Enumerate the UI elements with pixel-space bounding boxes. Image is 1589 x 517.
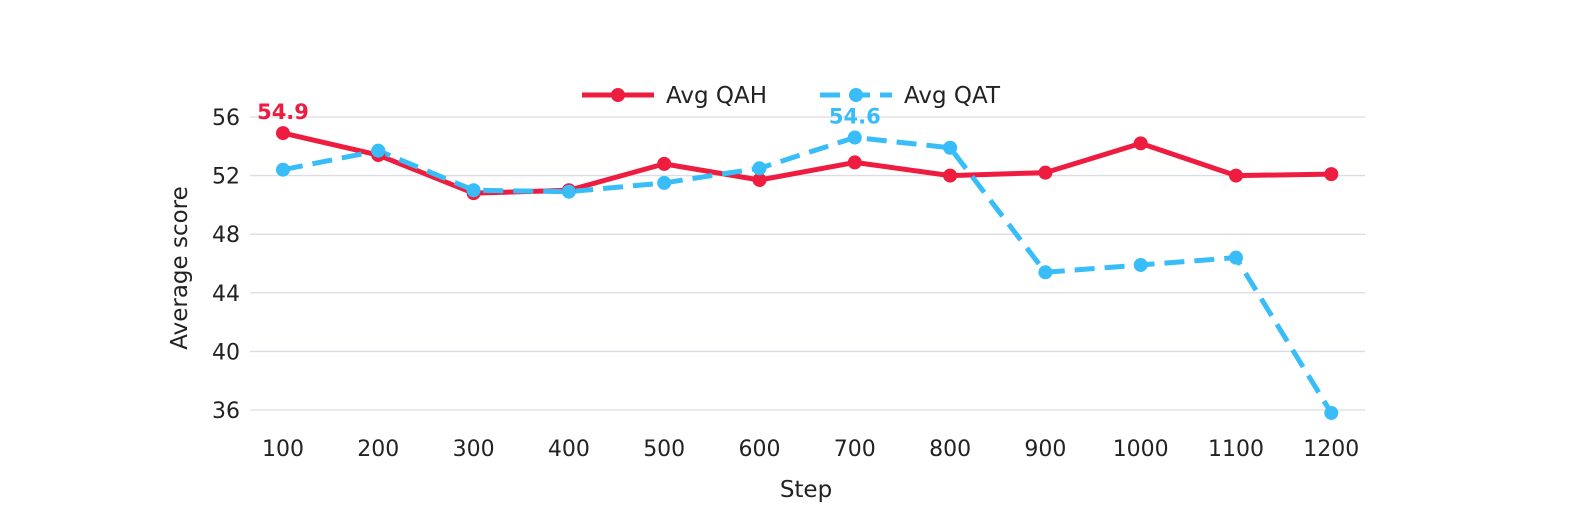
legend: Avg QAH Avg QAT	[582, 83, 1001, 109]
x-tick-label: 700	[834, 437, 876, 462]
data-point-series-1	[1038, 165, 1053, 180]
x-tick-label: 1100	[1208, 437, 1264, 462]
data-point-series-2	[466, 183, 481, 198]
data-point-series-1	[752, 172, 767, 187]
x-tick-label: 800	[929, 437, 971, 462]
y-tick-label: 40	[212, 340, 240, 365]
legend-marker-2	[849, 88, 863, 102]
data-point-series-2	[657, 175, 672, 190]
x-tick-label: 400	[548, 437, 590, 462]
data-point-series-2	[561, 184, 576, 199]
data-point-series-1	[657, 156, 672, 171]
data-point-series-1	[943, 168, 958, 183]
data-point-series-2	[1229, 250, 1243, 265]
data-label: 54.9	[257, 100, 309, 124]
y-axis-ticks: 36 40 44 48 52 56	[212, 106, 240, 424]
data-point-series-2	[371, 143, 386, 158]
data-point-series-1	[1229, 168, 1243, 183]
data-point-series-2	[847, 130, 862, 145]
x-tick-label: 300	[453, 437, 495, 462]
data-point-series-2	[1038, 265, 1053, 280]
x-axis-ticks: 100 200 300 400 500 600 700 800 900 1000 1100 1200	[262, 437, 1359, 462]
y-axis-label: Average score	[167, 186, 193, 350]
series-line-1	[282, 130, 1332, 196]
x-tick-label: 200	[357, 437, 399, 462]
series-points	[276, 126, 1339, 420]
y-tick-label: 44	[212, 282, 240, 307]
data-point-series-1	[276, 126, 290, 141]
y-tick-label: 56	[212, 106, 240, 131]
x-tick-label: 500	[643, 437, 685, 462]
data-labels: 54.9 54.6	[257, 100, 881, 128]
series-lines	[282, 130, 1334, 415]
legend-marker-1	[611, 88, 625, 102]
data-label: 54.6	[829, 104, 881, 128]
y-tick-label: 36	[212, 399, 240, 424]
x-tick-label: 900	[1024, 437, 1066, 462]
data-point-series-1	[1324, 167, 1339, 182]
data-point-series-2	[943, 140, 958, 155]
x-tick-label: 1200	[1303, 437, 1359, 462]
data-point-series-1	[847, 155, 862, 170]
series-line-2	[282, 134, 1334, 415]
data-point-series-1	[1133, 136, 1148, 151]
data-point-series-2	[1133, 257, 1148, 272]
x-tick-label: 1000	[1113, 437, 1169, 462]
y-tick-label: 52	[212, 165, 240, 190]
x-axis-label: Step	[780, 477, 832, 503]
legend-label-1: Avg QAH	[666, 83, 767, 109]
x-tick-label: 100	[262, 437, 304, 462]
data-point-series-2	[276, 162, 290, 177]
data-point-series-2	[1324, 405, 1339, 420]
legend-label-2: Avg QAT	[904, 83, 1001, 109]
x-tick-label: 600	[739, 437, 781, 462]
y-tick-label: 48	[212, 223, 240, 248]
data-point-series-2	[752, 161, 767, 176]
